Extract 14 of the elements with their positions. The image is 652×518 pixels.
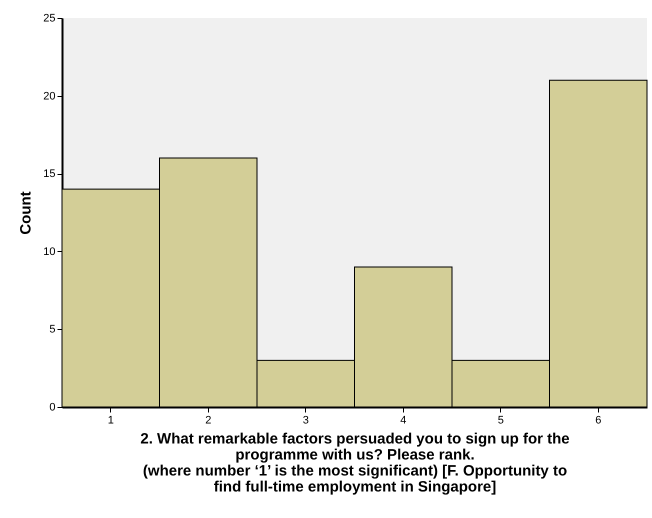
- y-tick-label: 10: [43, 246, 56, 258]
- x-axis-title: 2. What remarkable factors persuaded you to sign up for the programme with us? Please rank. (where number ‘1’ is the most significant) [F. Opportunity to find full-time employment in Singapore]: [140, 430, 570, 496]
- x-tick-label: 3: [302, 414, 309, 426]
- x-tick-label: 4: [400, 414, 406, 426]
- y-tick-label: 25: [43, 12, 56, 24]
- y-tick-label: 20: [43, 90, 56, 102]
- y-tick-label: 5: [49, 324, 56, 336]
- x-tick-label: 6: [595, 414, 602, 426]
- y-axis-title: Count: [17, 191, 34, 235]
- y-tick-label: 0: [49, 402, 56, 414]
- x-tick-label: 2: [205, 414, 212, 426]
- x-tick-label: 5: [498, 414, 504, 426]
- y-tick-label: 15: [43, 168, 56, 180]
- x-tick-label: 1: [108, 414, 114, 426]
